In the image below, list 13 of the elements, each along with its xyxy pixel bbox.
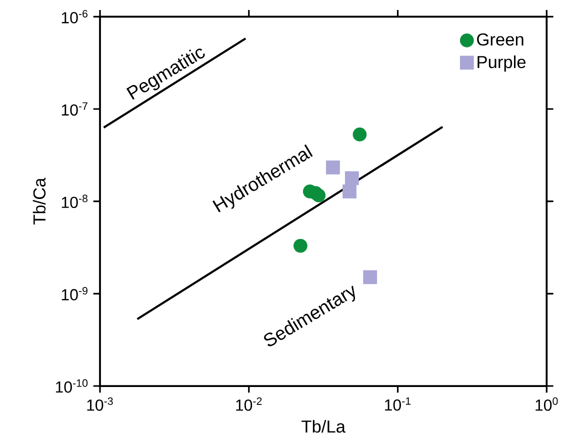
- x-tick-label: 10$^{-3}$: [87, 397, 113, 411]
- x-tick-label: 10$^{-1}$: [385, 397, 411, 411]
- y-tick-label: 10$^{-7}$: [62, 102, 88, 116]
- y-tick-label: 10$^{-10}$: [56, 379, 88, 393]
- x-tick-label: 10$^{-2}$: [236, 397, 262, 411]
- x-axis-title: Tb/La: [302, 420, 346, 433]
- y-axis-title: Tb/Ca: [32, 178, 46, 225]
- legend-label: Purple: [478, 55, 526, 72]
- y-tick-label: 10$^{-9}$: [62, 286, 88, 300]
- y-tick-label: 10$^{-6}$: [62, 10, 88, 24]
- x-tick-label: 10$^{0}$: [536, 397, 558, 411]
- y-tick-label: 10$^{-8}$: [62, 194, 88, 208]
- legend-label: Green: [477, 33, 524, 46]
